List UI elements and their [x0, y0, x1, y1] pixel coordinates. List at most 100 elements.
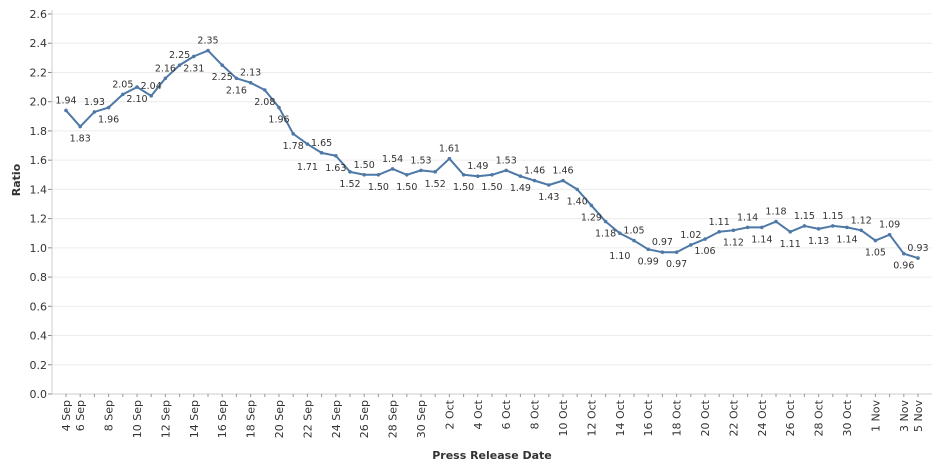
data-point: [192, 54, 196, 59]
data-point: [163, 76, 168, 81]
data-label: 1.53: [410, 155, 431, 166]
data-label: 1.11: [780, 239, 801, 250]
data-point: [674, 250, 679, 255]
data-point: [547, 183, 551, 187]
x-tick-label: 14 Oct: [614, 399, 627, 436]
data-point: [106, 105, 111, 110]
data-label: 1.05: [865, 248, 886, 259]
data-label: 1.10: [609, 251, 630, 262]
data-point: [461, 172, 466, 177]
data-label: 2.16: [226, 85, 247, 96]
data-label: 1.94: [55, 95, 76, 106]
x-tick-label: 30 Oct: [841, 399, 854, 436]
data-point: [92, 110, 97, 114]
x-tick-label: 8 Oct: [529, 399, 542, 429]
y-axis: 0.0 0.2 0.4 0.6 0.8 1.0 1.2 1.4 1.6 1.8 2.0 2.2 2.4 2…: [30, 8, 53, 401]
data-label: 1.06: [694, 246, 715, 257]
data-point: [234, 76, 239, 81]
y-tick-label: 2.4: [30, 37, 48, 50]
data-point: [859, 228, 863, 233]
data-label: 1.14: [751, 234, 772, 245]
data-label: 1.65: [311, 138, 332, 149]
data-label: 1.63: [325, 163, 346, 174]
x-tick-label: 28 Oct: [813, 399, 826, 436]
x-tick-label: 4 Sep: [60, 400, 73, 431]
data-label: 0.93: [907, 243, 928, 254]
data-label: 1.29: [581, 212, 602, 223]
data-point: [504, 168, 509, 173]
x-tick-label: 22 Oct: [727, 399, 740, 436]
data-point: [135, 85, 139, 89]
data-point: [78, 124, 82, 129]
data-label: 2.25: [169, 50, 190, 61]
x-tick-label: 20 Sep: [273, 400, 286, 438]
data-label: 1.71: [297, 162, 318, 173]
x-tick-label: 14 Sep: [188, 400, 201, 438]
x-tick-label: 5 Nov: [912, 400, 925, 432]
data-point: [660, 250, 665, 255]
x-tick-label: 18 Sep: [245, 400, 258, 438]
data-label: 1.96: [268, 115, 289, 126]
data-label: 2.04: [141, 81, 162, 92]
data-label: 1.52: [425, 179, 446, 190]
data-label: 2.35: [197, 36, 218, 47]
data-label: 1.15: [822, 211, 843, 222]
data-point: [518, 174, 523, 179]
x-tick-label: 10 Oct: [557, 399, 570, 436]
data-point: [419, 168, 423, 173]
data-label: 1.02: [680, 230, 701, 241]
data-label: 1.52: [339, 179, 360, 190]
x-axis: 4 Sep 6 Sep 8 Sep 10 Sep 12 Sep 14 Sep 16 Sep 1…: [52, 393, 932, 438]
data-point: [802, 224, 807, 228]
data-point: [873, 238, 878, 243]
data-label: 1.49: [467, 161, 488, 172]
y-tick-label: 0.2: [30, 359, 48, 372]
x-tick-label: 4 Oct: [472, 399, 485, 429]
data-label: 1.46: [524, 166, 545, 177]
data-point: [376, 172, 381, 177]
data-point: [220, 63, 224, 67]
data-point: [603, 219, 608, 224]
data-point: [646, 247, 650, 252]
data-label: 1.09: [879, 220, 900, 231]
x-tick-label: 2 Oct: [443, 399, 456, 429]
x-tick-label: 24 Oct: [756, 399, 769, 436]
x-tick-label: 22 Sep: [301, 400, 314, 438]
data-label: 1.05: [623, 226, 644, 237]
data-point: [277, 105, 281, 110]
data-point: [760, 225, 764, 230]
data-label: 0.97: [666, 259, 687, 270]
data-point: [305, 142, 310, 146]
data-point: [64, 108, 68, 113]
data-labels: 1.94 1.83 1.93 1.96 2.05 2.10 2.04 2.16 2.25 2.31…: [55, 36, 928, 272]
data-point: [703, 237, 707, 241]
data-label: 1.43: [538, 192, 559, 203]
data-point: [689, 243, 693, 247]
y-tick-label: 0.4: [30, 330, 48, 343]
data-point: [206, 48, 210, 53]
data-label: 2.10: [126, 94, 147, 105]
y-axis-title: Ratio: [10, 163, 23, 196]
data-point: [390, 167, 395, 171]
data-label: 1.53: [496, 155, 517, 166]
data-point: [845, 225, 849, 230]
x-tick-label: 18 Oct: [671, 399, 684, 436]
data-label: 1.93: [84, 97, 105, 108]
data-label: 2.25: [212, 72, 233, 83]
x-tick-label: 28 Sep: [387, 400, 400, 438]
data-label: 1.15: [794, 211, 815, 222]
data-point: [745, 225, 750, 230]
x-tick-label: 6 Oct: [500, 399, 513, 429]
data-label: 1.12: [723, 237, 744, 248]
data-label: 0.96: [893, 261, 914, 272]
data-point: [348, 170, 352, 174]
x-tick-label: 16 Oct: [642, 399, 655, 436]
data-label: 1.50: [368, 182, 389, 193]
series-line: [64, 48, 920, 260]
x-tick-label: 10 Sep: [131, 400, 144, 438]
data-label: 1.78: [283, 141, 304, 152]
data-label: 1.50: [354, 160, 375, 171]
x-tick-label: 12 Sep: [159, 400, 172, 438]
data-label: 1.40: [567, 196, 588, 207]
